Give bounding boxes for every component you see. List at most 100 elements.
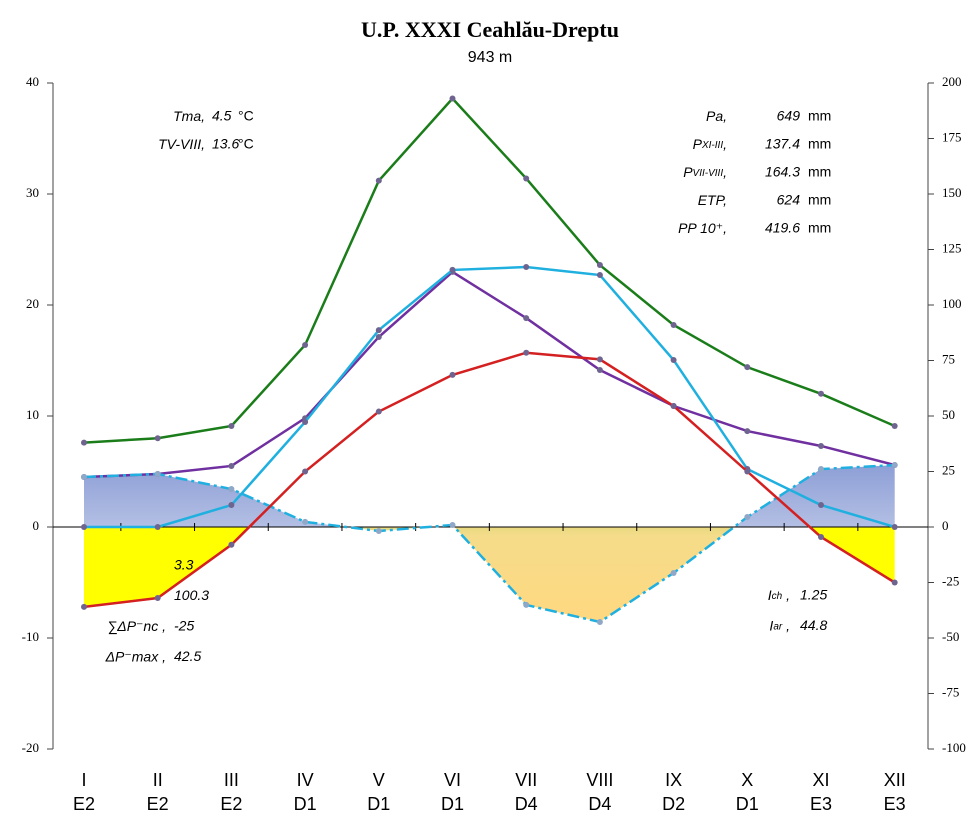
y2-tick-label: -50 bbox=[942, 629, 959, 644]
x-code-label: D4 bbox=[588, 794, 611, 814]
data-point bbox=[891, 579, 898, 586]
y2-tick-label: 150 bbox=[942, 185, 962, 200]
data-point bbox=[596, 272, 603, 279]
x-tick-label: V bbox=[373, 770, 385, 790]
y2-tick-label: -75 bbox=[942, 684, 959, 699]
data-point bbox=[744, 468, 751, 475]
annotation-value: 42.5 bbox=[174, 648, 201, 664]
data-point bbox=[596, 356, 603, 363]
annotation-label: ETP, bbox=[698, 192, 727, 208]
annotation-label-text: I bbox=[769, 617, 773, 633]
y-tick-label: 0 bbox=[33, 518, 40, 533]
data-point bbox=[596, 262, 603, 269]
annotation-label-sub: XI-III bbox=[701, 140, 723, 151]
data-point bbox=[228, 502, 235, 509]
annotation-label: Ich , bbox=[768, 587, 790, 603]
data-point bbox=[523, 175, 530, 182]
annotation-unit: mm bbox=[808, 192, 831, 208]
data-point bbox=[302, 341, 309, 348]
annotation-value: 624 bbox=[777, 192, 801, 208]
x-code-label: D2 bbox=[662, 794, 685, 814]
annotation-label-text: Tma, bbox=[173, 108, 205, 124]
annotation-label-tail: , bbox=[782, 587, 790, 603]
annotation-label: ∑ΔP⁻nc , bbox=[107, 618, 166, 635]
x-tick-label: VII bbox=[515, 770, 537, 790]
y2-tick-label: 125 bbox=[942, 240, 962, 255]
y-tick-label: 10 bbox=[26, 407, 39, 422]
annotation-label: Pa, bbox=[706, 108, 727, 124]
data-point bbox=[818, 466, 824, 473]
annotation-label: PVII-VIII, bbox=[683, 164, 727, 180]
x-tick-label: IV bbox=[297, 770, 314, 790]
annotation-label-text: PP 10⁺, bbox=[678, 220, 727, 236]
annotation-value: 649 bbox=[777, 108, 801, 124]
y2-tick-label: 0 bbox=[942, 518, 949, 533]
y2-tick-label: 25 bbox=[942, 462, 955, 477]
annotation-label-sub: VII-VIII bbox=[693, 168, 724, 179]
data-point bbox=[375, 527, 382, 534]
data-point bbox=[154, 595, 161, 602]
data-point bbox=[449, 95, 456, 102]
annotation-label-text: TV-VIII, bbox=[158, 136, 205, 152]
annotation-label: Tma, bbox=[173, 108, 205, 124]
data-point bbox=[375, 177, 382, 184]
data-point bbox=[818, 502, 824, 509]
data-point bbox=[818, 442, 824, 449]
data-point bbox=[302, 518, 309, 525]
data-point bbox=[670, 357, 677, 364]
annotation-value: 4.5 bbox=[212, 108, 232, 124]
data-point bbox=[81, 474, 87, 481]
x-tick-label: VI bbox=[444, 770, 461, 790]
data-point bbox=[744, 428, 751, 435]
data-point bbox=[228, 486, 235, 493]
x-tick-label: X bbox=[741, 770, 753, 790]
x-tick-label: IX bbox=[665, 770, 682, 790]
annotation-unit: mm bbox=[808, 108, 831, 124]
series-line bbox=[84, 265, 896, 529]
annotation-value: 1.25 bbox=[800, 587, 827, 603]
y-tick-label: -20 bbox=[22, 740, 39, 755]
annotation-unit: mm bbox=[808, 220, 831, 236]
annotation-value: 3.3 bbox=[174, 557, 194, 573]
series-line bbox=[83, 96, 896, 444]
chart-title: U.P. XXXI Ceahlău-Dreptu bbox=[361, 17, 619, 42]
x-code-label: D1 bbox=[367, 794, 390, 814]
data-point bbox=[818, 533, 824, 540]
data-point bbox=[523, 264, 530, 271]
annotation-value: 44.8 bbox=[800, 617, 827, 633]
y2-tick-label: 100 bbox=[942, 296, 962, 311]
data-point bbox=[81, 603, 87, 610]
y-tick-label: -10 bbox=[22, 629, 39, 644]
deficit-area bbox=[84, 527, 895, 623]
annotation-label: Iar , bbox=[769, 617, 790, 633]
x-tick-label: III bbox=[224, 770, 239, 790]
annotation-label-tail: , bbox=[723, 164, 727, 180]
data-point bbox=[449, 371, 456, 378]
series-line bbox=[83, 351, 896, 609]
y2-tick-label: 75 bbox=[942, 351, 955, 366]
x-tick-label: XI bbox=[812, 770, 829, 790]
data-point bbox=[375, 408, 382, 415]
y2-tick-label: 50 bbox=[942, 407, 955, 422]
data-point bbox=[891, 524, 898, 530]
x-code-label: E3 bbox=[810, 794, 832, 814]
annotation-unit: °C bbox=[238, 136, 254, 152]
data-point bbox=[891, 422, 898, 429]
series-line bbox=[83, 270, 896, 479]
x-tick-label: XII bbox=[884, 770, 906, 790]
annotation-label-tail: , bbox=[723, 136, 727, 152]
x-code-label: E2 bbox=[73, 794, 95, 814]
y2-tick-label: 200 bbox=[942, 74, 962, 89]
data-point bbox=[302, 418, 309, 425]
y-tick-label: 30 bbox=[26, 185, 39, 200]
data-point bbox=[375, 327, 382, 334]
x-code-label: E2 bbox=[147, 794, 169, 814]
data-point bbox=[744, 514, 751, 521]
data-point bbox=[670, 569, 677, 576]
y2-tick-label: 175 bbox=[942, 129, 962, 144]
data-point bbox=[81, 524, 87, 530]
annotation-value: -25 bbox=[174, 618, 194, 634]
x-tick-label: VIII bbox=[586, 770, 613, 790]
annotation-value: 100.3 bbox=[174, 587, 209, 603]
